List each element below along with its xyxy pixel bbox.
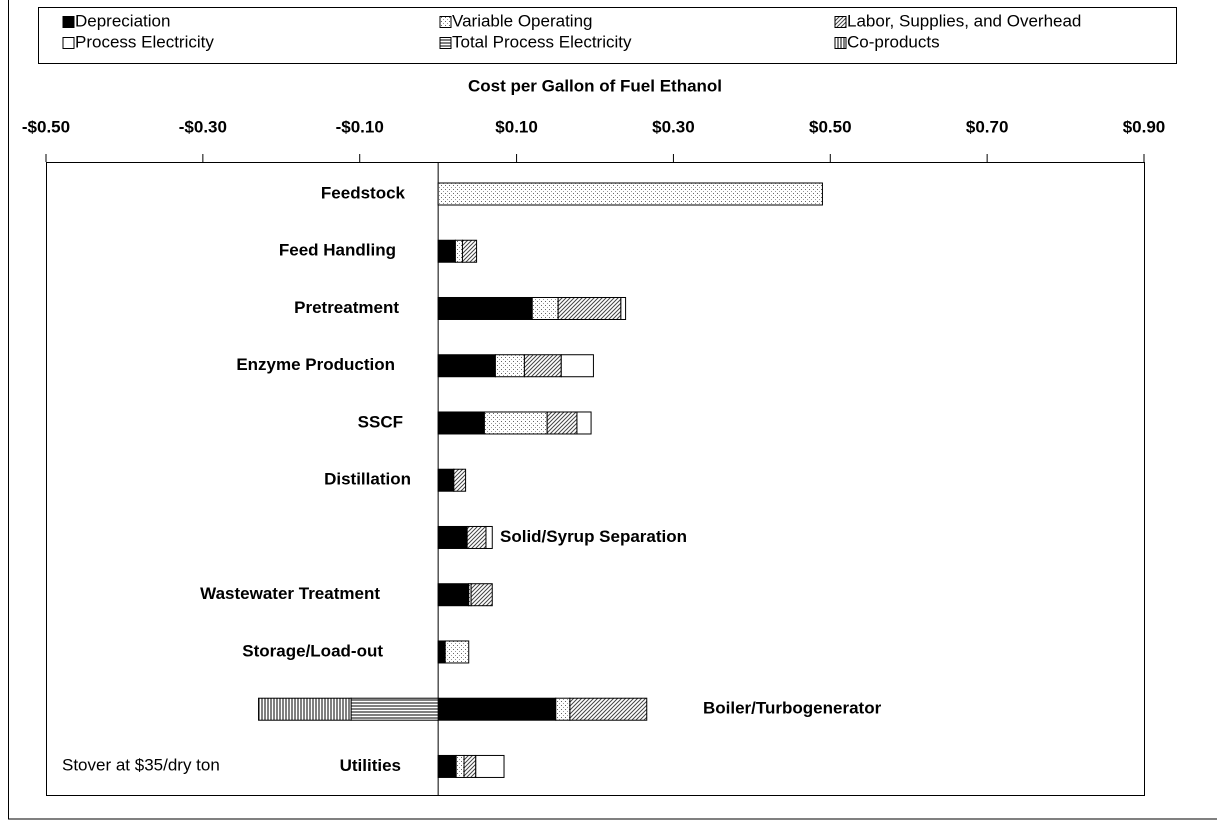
bar-segment (444, 640, 470, 664)
bar-segment (437, 583, 470, 607)
legend-swatch (62, 37, 75, 49)
category-label: Feed Handling (279, 241, 396, 260)
bar-segment (258, 697, 352, 721)
bar-segment (560, 354, 594, 378)
bar-segment (523, 354, 562, 378)
bar-segment (466, 525, 487, 549)
legend-swatch (439, 16, 452, 28)
plot-area (46, 162, 1145, 796)
x-tick-label: -$0.30 (179, 117, 227, 136)
legend-label: Total Process Electricity (452, 32, 632, 51)
bar-segment (494, 354, 525, 378)
bar-segment (437, 296, 533, 320)
category-label: Wastewater Treatment (200, 584, 380, 603)
bar-segment (350, 697, 439, 721)
legend-label: Labor, Supplies, and Overhead (847, 11, 1081, 30)
bar-segment (437, 525, 468, 549)
legend-swatch (834, 16, 847, 28)
category-label: SSCF (358, 412, 403, 431)
bar-segment (620, 296, 627, 320)
category-label: Storage/Load-out (242, 641, 383, 660)
bar-segment (470, 583, 493, 607)
x-tick-label: $0.90 (1123, 117, 1166, 136)
legend-swatch (834, 37, 847, 49)
legend-label: Co-products (847, 32, 940, 51)
legend-label: Variable Operating (452, 11, 593, 30)
category-label: Feedstock (321, 183, 406, 202)
bar-segment (463, 754, 477, 778)
category-label: Enzyme Production (236, 355, 395, 374)
x-tick-label: $0.50 (809, 117, 852, 136)
legend-swatch (439, 37, 452, 49)
legend-label: Process Electricity (75, 32, 214, 51)
bar-segment (455, 754, 465, 778)
bar-segment (546, 411, 578, 435)
category-label: Boiler/Turbogenerator (703, 699, 882, 718)
category-label: Utilities (340, 756, 401, 775)
bar-segment (437, 640, 446, 664)
bar-segment (437, 182, 823, 206)
category-label: Solid/Syrup Separation (500, 527, 687, 546)
legend (38, 7, 1177, 64)
frame (8, 0, 1217, 820)
bar-segment (531, 296, 559, 320)
bar-segment (557, 296, 622, 320)
bar-segment (569, 697, 648, 721)
x-tick-label: -$0.50 (22, 117, 70, 136)
bar-segment (485, 525, 493, 549)
x-tick-label: $0.10 (495, 117, 538, 136)
bar-segment (576, 411, 592, 435)
bar-segment (454, 239, 463, 263)
category-label: Distillation (324, 470, 411, 489)
legend-label: Depreciation (75, 11, 170, 30)
bar-segment (437, 468, 455, 492)
x-tick-label: $0.70 (966, 117, 1009, 136)
bar-segment (437, 239, 456, 263)
bar-segment (453, 468, 467, 492)
legend-swatch (62, 16, 75, 28)
category-label: Pretreatment (294, 298, 399, 317)
bar-segment (483, 411, 548, 435)
x-tick-label: $0.30 (652, 117, 695, 136)
bar-segment (437, 697, 557, 721)
bar-segment (437, 754, 457, 778)
bar-segment (437, 411, 485, 435)
bar-segment (437, 354, 496, 378)
annotation: Stover at $35/dry ton (62, 755, 220, 774)
x-tick-label: -$0.10 (336, 117, 384, 136)
bar-segment (461, 239, 478, 263)
chart-title: Cost per Gallon of Fuel Ethanol (468, 76, 722, 95)
bar-segment (475, 754, 505, 778)
bar-segment (555, 697, 571, 721)
